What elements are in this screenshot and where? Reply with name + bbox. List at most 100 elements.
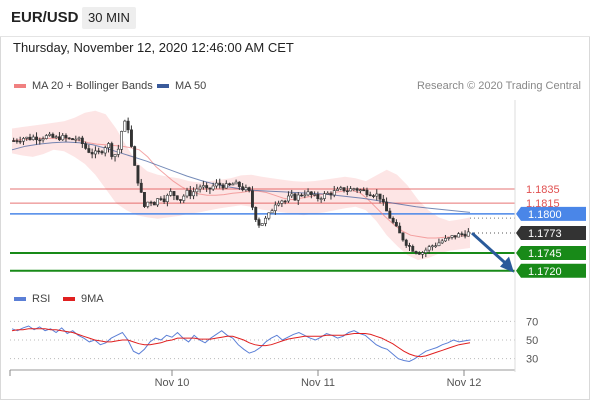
candle-body (345, 190, 349, 192)
forecast-arrow-shaft (470, 231, 508, 265)
candle-body (427, 246, 431, 251)
candle-body (12, 140, 16, 142)
candle-body (407, 245, 411, 247)
candle-body (326, 192, 330, 195)
candle-body (296, 194, 300, 201)
candle-body (371, 195, 375, 197)
candle-body (260, 223, 264, 226)
candle-body (355, 188, 359, 191)
candle-body (286, 195, 290, 202)
candle-body (447, 237, 451, 239)
legend-ma50-label: MA 50 (175, 80, 207, 92)
candle-body (169, 191, 173, 196)
candle-body (74, 138, 78, 141)
candle-body (457, 233, 460, 238)
candle-body (316, 194, 320, 199)
legend-ma20-label: MA 20 + Bollinger Bands (32, 80, 153, 92)
legend-rsi-label: RSI (32, 293, 51, 305)
candle-body (48, 133, 52, 136)
candle-body (165, 195, 169, 203)
candle-body (251, 190, 254, 208)
chart-datetime: Thursday, November 12, 2020 12:46:00 AM … (13, 40, 294, 55)
candle-body (368, 194, 372, 197)
candle-body (257, 219, 261, 226)
candle-body (440, 240, 444, 244)
candle-body (264, 217, 267, 224)
price-tag-label: 1.1745 (528, 248, 562, 260)
x-axis: Nov 10 Nov 11 Nov 12 (9, 100, 516, 389)
candle-body (228, 183, 231, 186)
candle-body (404, 239, 408, 246)
bollinger-band (12, 110, 470, 261)
candle-body (97, 150, 101, 153)
x-tick-label: Nov 12 (447, 377, 482, 389)
legend-9ma: 9MA (63, 293, 104, 305)
candle-body (221, 184, 225, 189)
candle-body (208, 187, 212, 190)
candle-body (300, 194, 303, 197)
candle-body (18, 140, 22, 143)
candle-body (133, 146, 137, 166)
candle-body (401, 232, 405, 241)
candle-body (290, 193, 294, 197)
candle-body (466, 231, 470, 237)
candle-body (215, 182, 218, 187)
rsi-tick-label: 50 (526, 335, 538, 347)
candles (12, 117, 470, 259)
candle-body (394, 222, 398, 227)
legend-ma20: MA 20 + Bollinger Bands (14, 80, 153, 92)
candle-body (116, 148, 120, 155)
candle-body (267, 212, 271, 219)
candle-body (244, 187, 248, 191)
research-credit: Research © 2020 Trading Central (416, 80, 581, 92)
candle-body (182, 195, 186, 201)
rsi-tick-label: 70 (526, 316, 538, 328)
forecast-arrow (470, 231, 514, 273)
candle-body (254, 207, 258, 220)
candle-body (35, 136, 39, 141)
candle-body (450, 235, 454, 238)
candle-body (237, 181, 241, 187)
candle-body (61, 135, 65, 141)
candle-body (195, 188, 199, 193)
symbol-title: EUR/USD (11, 9, 79, 26)
candle-body (188, 190, 192, 197)
candle-body (136, 165, 140, 184)
candle-body (120, 131, 124, 150)
candle-body (94, 150, 97, 155)
candle-body (430, 245, 434, 248)
candle-body (44, 135, 48, 139)
price-tag-box (516, 206, 586, 221)
candle-body (398, 225, 402, 234)
timeframe-badge[interactable]: 30 MIN (82, 7, 136, 29)
price-tag-box (516, 263, 586, 278)
candle-body (67, 137, 71, 140)
candle-body (175, 195, 179, 200)
candle-body (329, 192, 333, 196)
candle-body (453, 235, 457, 238)
candle-body (437, 242, 441, 246)
candle-body (113, 154, 117, 157)
candle-body (306, 191, 310, 196)
candle-body (201, 185, 205, 188)
price-levels (10, 188, 515, 272)
candle-body (411, 246, 415, 252)
candle-body (64, 135, 68, 139)
candle-body (358, 189, 362, 192)
rsi-ma9-line (11, 328, 471, 358)
candle-body (28, 136, 32, 141)
price-tag-1-1720: 1.1720 (516, 263, 586, 278)
price-tag-1-1773: 1.1773 (516, 226, 586, 241)
candle-body (421, 252, 424, 255)
rsi-swatch (14, 297, 26, 302)
candle-body (80, 137, 84, 144)
candle-body (162, 198, 166, 202)
candle-body (378, 193, 382, 200)
candle-body (84, 143, 88, 149)
candle-body (365, 189, 369, 196)
price-tag-box (516, 226, 586, 241)
candle-body (179, 199, 182, 201)
candle-body (385, 201, 388, 212)
ma9-swatch (63, 297, 75, 302)
